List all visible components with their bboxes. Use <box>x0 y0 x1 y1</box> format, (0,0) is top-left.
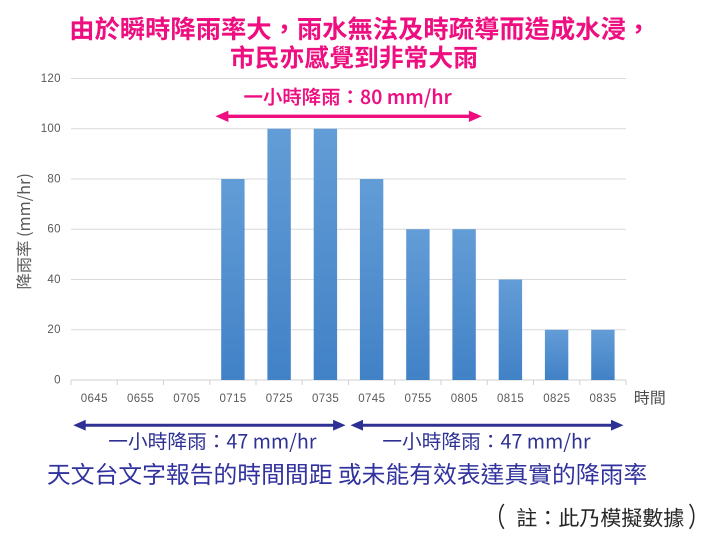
svg-text:0715: 0715 <box>220 393 247 405</box>
svg-text:0755: 0755 <box>405 393 432 405</box>
svg-text:120: 120 <box>41 73 61 85</box>
svg-text:100: 100 <box>41 123 61 135</box>
svg-text:60: 60 <box>47 224 60 236</box>
svg-text:80: 80 <box>47 173 60 185</box>
svg-text:0725: 0725 <box>266 393 293 405</box>
svg-text:0655: 0655 <box>127 393 154 405</box>
svg-text:0645: 0645 <box>81 393 108 405</box>
svg-text:40: 40 <box>47 274 60 286</box>
svg-text:0745: 0745 <box>358 393 385 405</box>
svg-text:0805: 0805 <box>451 393 478 405</box>
svg-text:0: 0 <box>54 374 61 386</box>
svg-text:0825: 0825 <box>543 393 570 405</box>
svg-text:0835: 0835 <box>590 393 617 405</box>
svg-text:0815: 0815 <box>497 393 524 405</box>
svg-text:0705: 0705 <box>173 393 200 405</box>
svg-text:0735: 0735 <box>312 393 339 405</box>
svg-text:20: 20 <box>47 324 60 336</box>
